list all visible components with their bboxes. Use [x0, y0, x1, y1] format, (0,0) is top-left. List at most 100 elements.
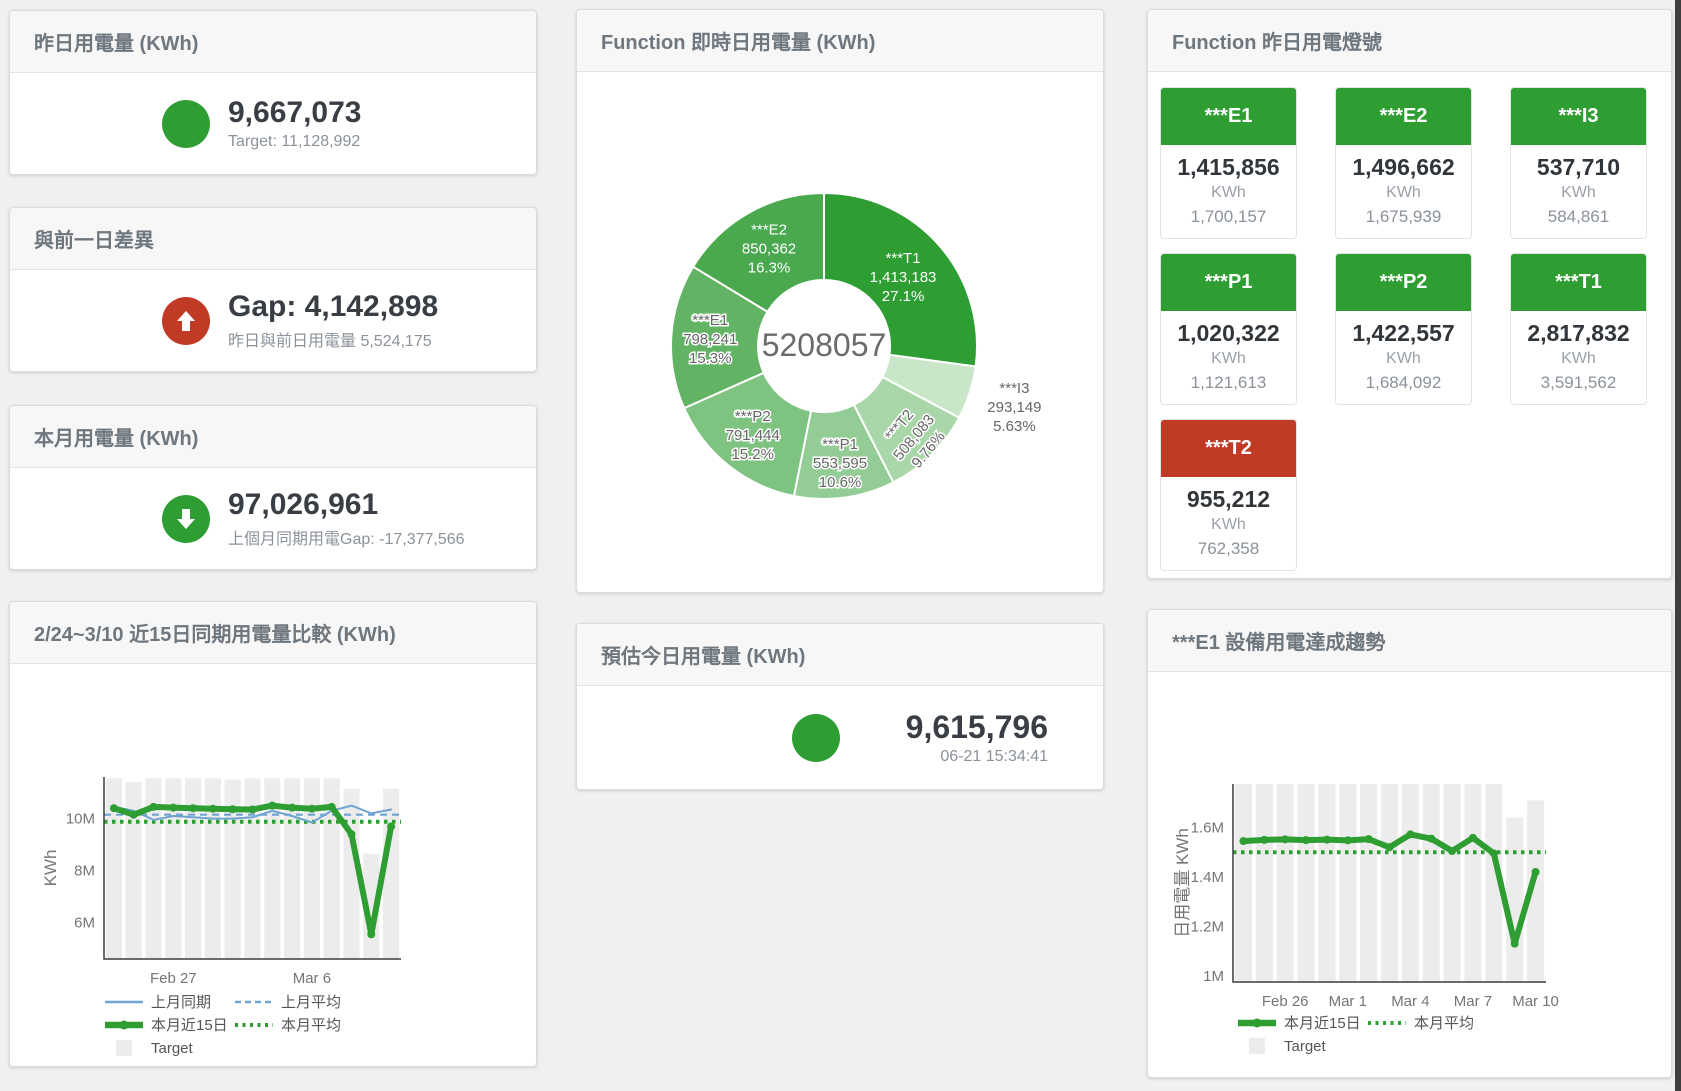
legend-label[interactable]: 本月近15日 [1284, 1015, 1361, 1032]
target-bar[interactable] [1443, 784, 1461, 982]
data-point[interactable] [347, 830, 356, 839]
data-point[interactable] [367, 930, 376, 939]
lamp-tile-label: ***T2 [1161, 420, 1296, 477]
data-point[interactable] [307, 804, 316, 813]
data-point[interactable] [1343, 836, 1352, 845]
y-tick-label: 10M [66, 811, 95, 828]
data-point[interactable] [327, 802, 336, 811]
lamp-tile-value: 537,710 [1536, 154, 1621, 180]
legend-target-swatch[interactable] [1249, 1038, 1265, 1054]
lamp-tile: ***I3 537,710 KWh 584,861 [1510, 87, 1647, 239]
card-estimate-today: 預估今日用電量 (KWh) 9,615,796 06-21 15:34:41 [576, 623, 1104, 790]
series-line[interactable] [112, 804, 393, 824]
data-point[interactable] [208, 804, 217, 813]
data-point[interactable] [268, 801, 277, 810]
lamp-tile-target: 1,700,157 [1190, 207, 1267, 226]
status-dot-green [162, 494, 210, 543]
data-point[interactable] [1510, 939, 1519, 948]
data-point[interactable] [189, 804, 198, 813]
x-tick-label: Mar 7 [1454, 993, 1492, 1010]
target-bar[interactable] [1464, 784, 1482, 982]
target-bar[interactable] [264, 778, 281, 959]
target-bar[interactable] [1380, 784, 1399, 982]
estimate-timestamp: 06-21 15:34:41 [940, 748, 1048, 766]
target-bar[interactable] [1255, 784, 1273, 982]
donut-slice[interactable] [823, 191, 978, 368]
target-bar[interactable] [224, 779, 241, 959]
data-point[interactable] [228, 805, 237, 814]
data-point[interactable] [1260, 835, 1269, 844]
legend-target-swatch[interactable] [116, 1040, 132, 1056]
lamp-tile-target: 1,684,092 [1365, 373, 1442, 392]
lamp-tile-value: 2,817,832 [1527, 320, 1630, 346]
data-point[interactable] [1322, 835, 1331, 844]
lamp-tile-unit: KWh [1386, 184, 1421, 201]
x-tick-label: Mar 10 [1512, 993, 1559, 1010]
target-bar[interactable] [1234, 784, 1252, 982]
target-bar[interactable] [105, 778, 123, 959]
legend-label[interactable]: 上月平均 [281, 994, 341, 1011]
legend-label[interactable]: 本月平均 [281, 1017, 341, 1034]
data-point[interactable] [1364, 835, 1373, 844]
target-bar[interactable] [1422, 784, 1440, 982]
x-tick-label: Feb 26 [1262, 993, 1309, 1010]
target-bar[interactable] [382, 788, 400, 959]
data-point[interactable] [1385, 843, 1394, 852]
data-point[interactable] [129, 810, 138, 819]
target-bar[interactable] [1485, 784, 1503, 982]
target-bar[interactable] [1527, 800, 1545, 982]
card-e1-trend-chart: ***E1 設備用電達成趨勢 1M 1.2M 1.4M 1.6M 日用電量 KWh Feb… [1147, 609, 1672, 1078]
data-point[interactable] [169, 803, 178, 812]
status-dot-green [792, 713, 840, 762]
target-bar[interactable] [1401, 784, 1419, 982]
target-bar[interactable] [1360, 784, 1378, 982]
data-point[interactable] [109, 804, 118, 813]
data-point[interactable] [149, 802, 158, 811]
data-point[interactable] [1281, 835, 1290, 844]
target-bar[interactable] [1297, 784, 1315, 982]
data-point[interactable] [1406, 830, 1415, 839]
lamp-tile-label: ***E1 [1161, 88, 1296, 145]
target-bar[interactable] [1339, 784, 1357, 982]
data-point[interactable] [1302, 836, 1311, 845]
data-point[interactable] [1427, 834, 1436, 843]
data-point[interactable] [1489, 849, 1498, 858]
y-axis-title: KWh [41, 850, 60, 887]
legend-label[interactable]: 本月平均 [1414, 1015, 1474, 1032]
legend-label[interactable]: 本月近15日 [151, 1017, 228, 1034]
data-point[interactable] [288, 803, 297, 812]
donut-slice[interactable] [682, 371, 813, 498]
lamp-tile-label: ***I3 [1511, 88, 1646, 145]
data-point[interactable] [387, 822, 396, 831]
donut-slice[interactable] [691, 191, 825, 314]
data-point[interactable] [1448, 846, 1457, 855]
data-point[interactable] [1239, 837, 1248, 846]
target-bar[interactable] [145, 778, 162, 959]
legend-label[interactable]: 上月同期 [151, 994, 211, 1011]
target-bar[interactable] [1506, 817, 1524, 982]
target-bar[interactable] [363, 853, 380, 959]
target-bar[interactable] [125, 782, 142, 959]
card-title: 本月用電量 (KWh) [10, 406, 536, 468]
scrollbar[interactable] [1675, 0, 1681, 1091]
target-bar[interactable] [1276, 784, 1294, 982]
realtime-usage-donut-chart[interactable]: ***T1 1,413,183 27.1%***I3 293,149 5.63%***T… [577, 72, 1105, 594]
data-point[interactable] [248, 805, 257, 814]
donut-slice[interactable] [670, 265, 769, 410]
card-title: 預估今日用電量 (KWh) [577, 624, 1103, 686]
legend-label[interactable]: Target [1284, 1038, 1327, 1055]
card-title: 與前一日差異 [10, 208, 536, 270]
donut-slice-label: ***T1 1,413,183 27.1% [870, 250, 937, 305]
y-tick-label: 1.4M [1191, 869, 1224, 886]
card-title: 昨日用電量 (KWh) [10, 11, 536, 73]
data-point[interactable] [1531, 868, 1540, 876]
target-bar[interactable] [1318, 784, 1336, 982]
lamp-tile-unit: KWh [1211, 350, 1246, 367]
target-bar[interactable] [184, 778, 202, 959]
target-bar[interactable] [303, 778, 321, 959]
legend-label[interactable]: Target [151, 1040, 194, 1057]
target-bar[interactable] [323, 778, 340, 959]
data-point[interactable] [1468, 833, 1477, 842]
